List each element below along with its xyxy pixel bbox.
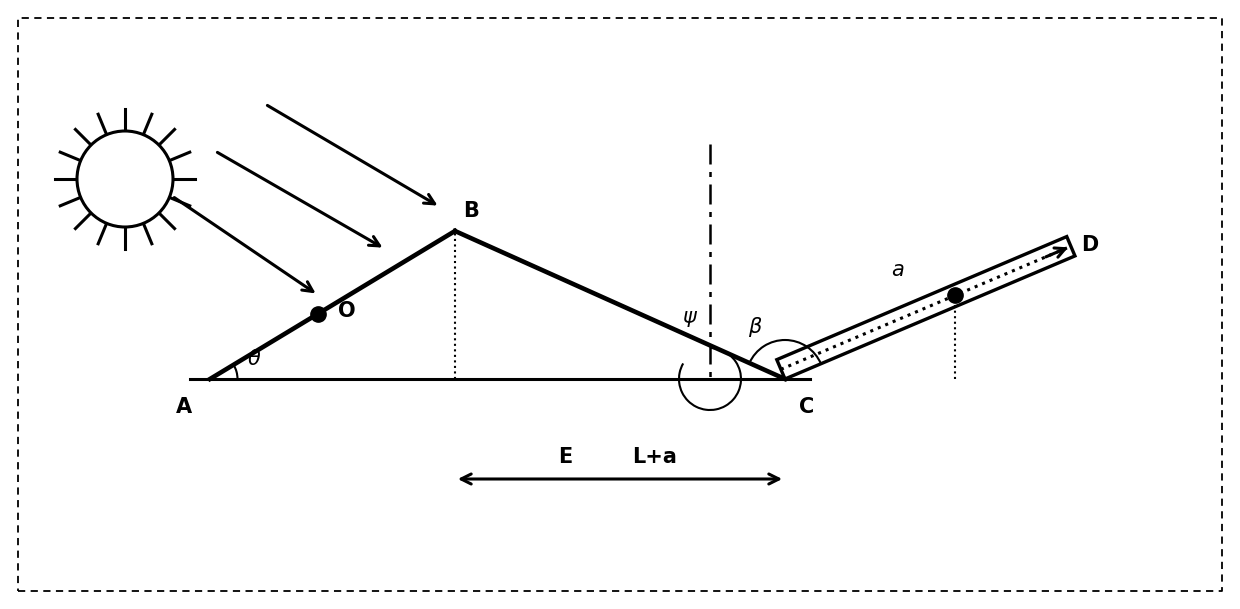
Text: L+a: L+a <box>632 447 677 467</box>
Text: a: a <box>892 260 904 280</box>
Text: O: O <box>337 301 356 321</box>
Text: E: E <box>558 447 572 467</box>
Text: B: B <box>463 201 479 221</box>
Text: D: D <box>1081 234 1097 255</box>
Text: β: β <box>748 317 761 337</box>
Text: A: A <box>176 397 192 417</box>
Text: θ: θ <box>248 349 260 369</box>
Text: C: C <box>799 397 815 417</box>
Text: ψ: ψ <box>682 307 696 327</box>
